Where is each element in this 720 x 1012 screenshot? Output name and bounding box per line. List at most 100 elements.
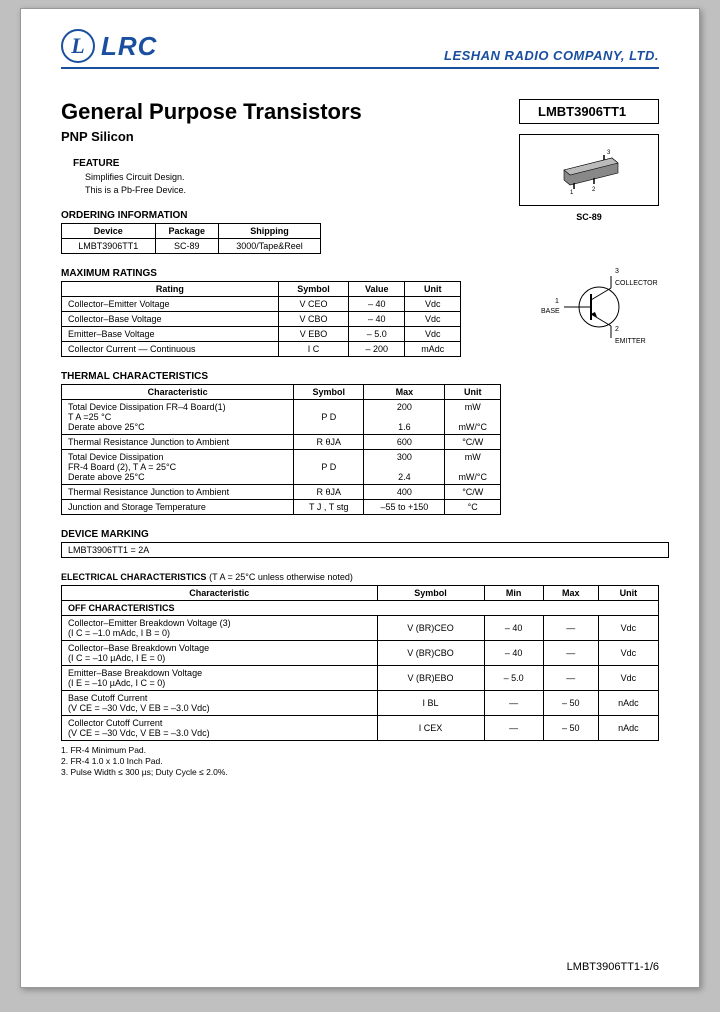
pin2-num: 2 bbox=[615, 326, 619, 333]
logo-icon: L bbox=[61, 29, 95, 63]
note: 2. FR-4 1.0 x 1.0 Inch Pad. bbox=[61, 756, 659, 767]
page-header: L LRC LESHAN RADIO COMPANY, LTD. bbox=[61, 29, 659, 69]
cell: Base Cutoff Current (V CE = –30 Vdc, V E… bbox=[62, 691, 378, 716]
cell: mW mW/°C bbox=[445, 450, 501, 485]
col-header: Min bbox=[484, 586, 543, 601]
part-number-box: LMBT3906TT1 bbox=[519, 99, 659, 124]
logo-text: LRC bbox=[101, 31, 157, 62]
thermal-heading: THERMAL CHARACTERISTICS bbox=[61, 371, 659, 382]
cell: V (BR)EBO bbox=[377, 666, 484, 691]
cell: °C bbox=[445, 500, 501, 515]
cell: – 40 bbox=[349, 297, 405, 312]
cell: I CEX bbox=[377, 716, 484, 741]
pin1-name: BASE bbox=[541, 308, 560, 315]
page-footer: LMBT3906TT1-1/6 bbox=[567, 961, 659, 973]
cell: Vdc bbox=[598, 666, 658, 691]
cell: – 40 bbox=[484, 616, 543, 641]
col-header: Unit bbox=[598, 586, 658, 601]
svg-text:2: 2 bbox=[592, 187, 596, 193]
cell: Collector–Base Voltage bbox=[62, 312, 279, 327]
cell: — bbox=[543, 641, 598, 666]
pin2-name: EMITTER bbox=[615, 338, 646, 345]
col-header: Symbol bbox=[278, 282, 348, 297]
cell: – 5.0 bbox=[484, 666, 543, 691]
note: 3. Pulse Width ≤ 300 µs; Duty Cycle ≤ 2.… bbox=[61, 767, 659, 778]
thermal-table: CharacteristicSymbolMaxUnitTotal Device … bbox=[61, 384, 501, 515]
cell: Collector–Emitter Breakdown Voltage (3) … bbox=[62, 616, 378, 641]
cell: — bbox=[543, 616, 598, 641]
cell: Emitter–Base Voltage bbox=[62, 327, 279, 342]
cell: Vdc bbox=[598, 641, 658, 666]
cell: 300 2.4 bbox=[364, 450, 445, 485]
cell: V (BR)CBO bbox=[377, 641, 484, 666]
col-package: Package bbox=[155, 224, 218, 239]
marking-text: LMBT3906TT1 = 2A bbox=[61, 542, 669, 558]
cell: P D bbox=[294, 450, 364, 485]
cell: Vdc bbox=[405, 297, 461, 312]
maxratings-table: RatingSymbolValueUnit Collector–Emitter V… bbox=[61, 281, 461, 357]
cell: P D bbox=[294, 400, 364, 435]
col-device: Device bbox=[62, 224, 156, 239]
cell: Thermal Resistance Junction to Ambient bbox=[62, 435, 294, 450]
cell: Emitter–Base Breakdown Voltage (I E = –1… bbox=[62, 666, 378, 691]
cell: Thermal Resistance Junction to Ambient bbox=[62, 485, 294, 500]
note: 1. FR-4 Minimum Pad. bbox=[61, 745, 659, 756]
col-header: Value bbox=[349, 282, 405, 297]
col-header: Characteristic bbox=[62, 586, 378, 601]
cell: Collector Cutoff Current (V CE = –30 Vdc… bbox=[62, 716, 378, 741]
cell: I BL bbox=[377, 691, 484, 716]
cell: – 40 bbox=[349, 312, 405, 327]
cell: — bbox=[484, 716, 543, 741]
elec-h-text: ELECTRICAL CHARACTERISTICS bbox=[61, 572, 206, 582]
cell: V CEO bbox=[278, 297, 348, 312]
ordering-table: Device Package Shipping LMBT3906TT1 SC-8… bbox=[61, 223, 321, 254]
col-header: Unit bbox=[445, 385, 501, 400]
cell: Vdc bbox=[405, 312, 461, 327]
cell: R θJA bbox=[294, 485, 364, 500]
electrical-table: CharacteristicSymbolMinMaxUnitOFF CHARAC… bbox=[61, 585, 659, 741]
cell: LMBT3906TT1 bbox=[62, 239, 156, 254]
cell: Total Device Dissipation FR-4 Board (2),… bbox=[62, 450, 294, 485]
pin3-num: 3 bbox=[615, 268, 619, 275]
footnotes: 1. FR-4 Minimum Pad. 2. FR-4 1.0 x 1.0 I… bbox=[61, 745, 659, 778]
cell: nAdc bbox=[598, 691, 658, 716]
col-header: Unit bbox=[405, 282, 461, 297]
electrical-heading: ELECTRICAL CHARACTERISTICS (T A = 25°C u… bbox=[61, 572, 659, 583]
company-name: LESHAN RADIO COMPANY, LTD. bbox=[157, 48, 659, 63]
cell: – 50 bbox=[543, 716, 598, 741]
cell: SC-89 bbox=[155, 239, 218, 254]
cell: Junction and Storage Temperature bbox=[62, 500, 294, 515]
cell: – 40 bbox=[484, 641, 543, 666]
elec-cond: (T A = 25°C unless otherwise noted) bbox=[209, 572, 353, 582]
package-drawing: 1 2 3 bbox=[519, 134, 659, 206]
marking-heading: DEVICE MARKING bbox=[61, 529, 659, 540]
cell: 600 bbox=[364, 435, 445, 450]
col-header: Max bbox=[543, 586, 598, 601]
cell: V EBO bbox=[278, 327, 348, 342]
pin1-num: 1 bbox=[555, 298, 559, 305]
cell: R θJA bbox=[294, 435, 364, 450]
subheading: OFF CHARACTERISTICS bbox=[62, 601, 659, 616]
cell: T J , T stg bbox=[294, 500, 364, 515]
cell: 200 1.6 bbox=[364, 400, 445, 435]
col-header: Symbol bbox=[294, 385, 364, 400]
pin3-name: COLLECTOR bbox=[615, 280, 658, 287]
transistor-schematic: 1 BASE 2 EMITTER 3 COLLECTOR bbox=[519, 262, 659, 352]
col-header: Characteristic bbox=[62, 385, 294, 400]
right-column: LMBT3906TT1 1 2 3 SC-89 bbox=[519, 99, 659, 352]
cell: –55 to +150 bbox=[364, 500, 445, 515]
cell: nAdc bbox=[598, 716, 658, 741]
cell: – 5.0 bbox=[349, 327, 405, 342]
col-shipping: Shipping bbox=[219, 224, 321, 239]
cell: V (BR)CEO bbox=[377, 616, 484, 641]
cell: Collector–Emitter Voltage bbox=[62, 297, 279, 312]
cell: — bbox=[484, 691, 543, 716]
svg-text:1: 1 bbox=[570, 190, 574, 195]
cell: Vdc bbox=[598, 616, 658, 641]
logo: L LRC bbox=[61, 29, 157, 63]
cell: Collector–Base Breakdown Voltage (I C = … bbox=[62, 641, 378, 666]
cell: Collector Current — Continuous bbox=[62, 342, 279, 357]
datasheet-page: L LRC LESHAN RADIO COMPANY, LTD. LMBT390… bbox=[20, 8, 700, 988]
col-header: Rating bbox=[62, 282, 279, 297]
cell: °C/W bbox=[445, 435, 501, 450]
